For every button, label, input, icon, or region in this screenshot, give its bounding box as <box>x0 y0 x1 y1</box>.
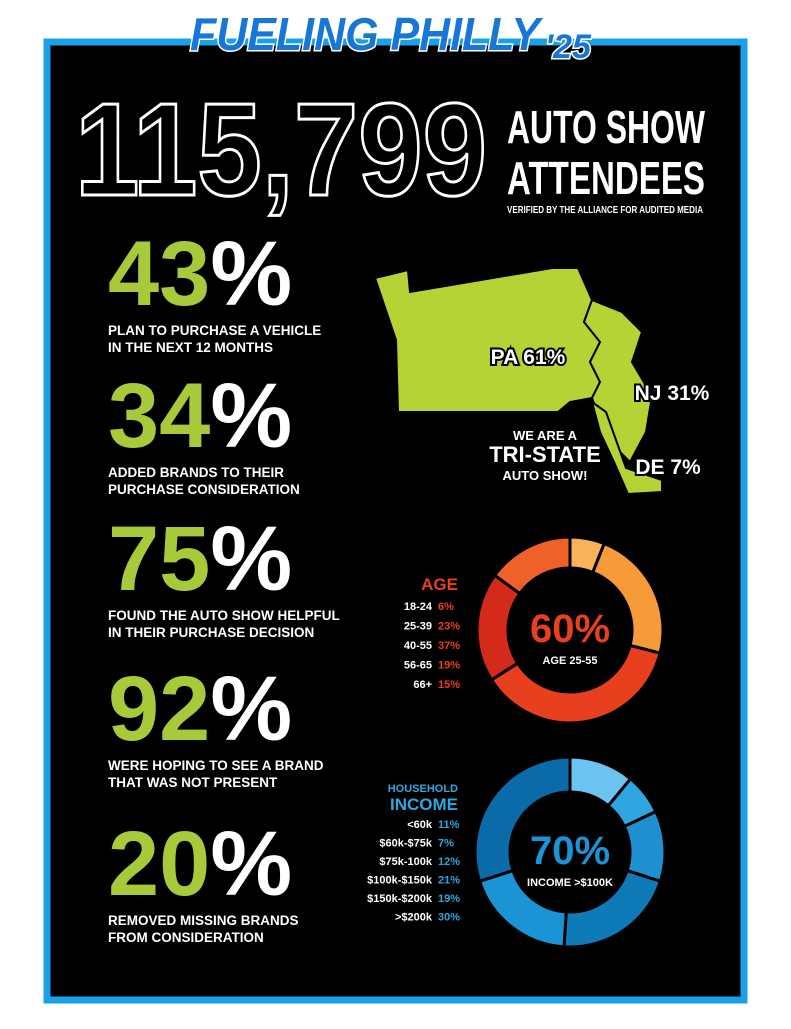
tagline: TRI-STATE <box>489 442 601 467</box>
stat-number: 92 <box>108 658 210 760</box>
pa-shape <box>373 267 602 413</box>
donut-segment <box>489 643 662 725</box>
legend-category: 40-55 <box>404 640 432 652</box>
center-value: 60% <box>530 607 610 651</box>
stat-unit: % <box>210 508 292 610</box>
stat-caption: PURCHASE CONSIDERATION <box>108 482 300 497</box>
legend-value: 21% <box>438 875 460 887</box>
legend-category: $100k-$150k <box>367 875 433 887</box>
legend-value: 11% <box>438 819 460 831</box>
legend-category: 56-65 <box>404 660 432 672</box>
verified-note: VERIFIED BY THE ALLIANCE FOR AUDITED MED… <box>507 205 703 216</box>
legend-category: <60k <box>407 819 433 831</box>
stat-caption: FROM CONSIDERATION <box>108 930 264 945</box>
legend-category: $75k-100k <box>379 856 432 868</box>
legend-value: 37% <box>438 640 460 652</box>
legend-value: 7% <box>438 838 454 850</box>
stat-value: 75% <box>108 508 292 610</box>
stat-caption: WERE HOPING TO SEE A BRAND <box>108 758 324 773</box>
stat-number: 75 <box>108 508 210 610</box>
legend-value: 19% <box>438 893 460 905</box>
de-shape <box>590 399 663 496</box>
legend-value: 23% <box>438 621 460 633</box>
legend-value: 6% <box>438 601 454 613</box>
tagline: WE ARE A <box>513 428 578 443</box>
stat-value: 43% <box>108 223 292 325</box>
logo: FUELING PHILLY <box>190 8 544 60</box>
stat-number: 43 <box>108 223 210 325</box>
center-caption: INCOME >$100K <box>527 877 613 889</box>
stat-caption: ADDED BRANDS TO THEIR <box>108 465 284 480</box>
donut-segment <box>473 755 572 884</box>
legend-category: 25-39 <box>404 621 432 633</box>
legend-value: 15% <box>438 679 460 691</box>
stat-number: 34 <box>108 365 210 467</box>
donut-segment <box>492 535 572 596</box>
stat-caption: PLAN TO PURCHASE A VEHICLE <box>108 323 321 338</box>
pa-label: PA 61% <box>491 346 566 369</box>
stat-unit: % <box>210 658 292 760</box>
stat-caption: REMOVED MISSING BRANDS <box>108 913 299 928</box>
stat-unit: % <box>210 813 292 915</box>
map <box>373 267 663 496</box>
stat-unit: % <box>210 365 292 467</box>
stat-value: 34% <box>108 365 292 467</box>
stat-caption: IN THE NEXT 12 MONTHS <box>108 340 273 355</box>
legend-value: 12% <box>438 856 460 868</box>
legend-category: 66+ <box>413 679 432 691</box>
attendees-count: 115,799 <box>75 76 487 223</box>
legend-title: AGE <box>421 575 458 594</box>
logo-year: '25 <box>545 28 592 66</box>
center-value: 70% <box>530 829 610 873</box>
de-label: DE 7% <box>635 456 701 479</box>
tagline: AUTO SHOW! <box>503 468 588 483</box>
stat-caption: IN THEIR PURCHASE DECISION <box>108 625 314 640</box>
attendees-label: ATTENDEES <box>507 152 705 204</box>
legend-category: >$200k <box>395 912 433 924</box>
legend-value: 19% <box>438 660 460 672</box>
attendees-label: AUTO SHOW <box>507 101 705 153</box>
nj-label: NJ 31% <box>635 382 710 405</box>
legend-subtitle: HOUSEHOLD <box>388 783 458 795</box>
legend-category: 18-24 <box>404 601 433 613</box>
stat-number: 20 <box>108 813 210 915</box>
stat-unit: % <box>210 223 292 325</box>
center-caption: AGE 25-55 <box>542 655 597 667</box>
legend-value: 30% <box>438 912 460 924</box>
stat-value: 20% <box>108 813 292 915</box>
legend-category: $150k-$200k <box>367 893 433 905</box>
stat-value: 92% <box>108 658 292 760</box>
legend-title: INCOME <box>390 795 458 814</box>
stat-caption: THAT WAS NOT PRESENT <box>108 775 278 790</box>
legend-category: $60k-$75k <box>379 838 432 850</box>
stat-caption: FOUND THE AUTO SHOW HELPFUL <box>108 608 340 623</box>
